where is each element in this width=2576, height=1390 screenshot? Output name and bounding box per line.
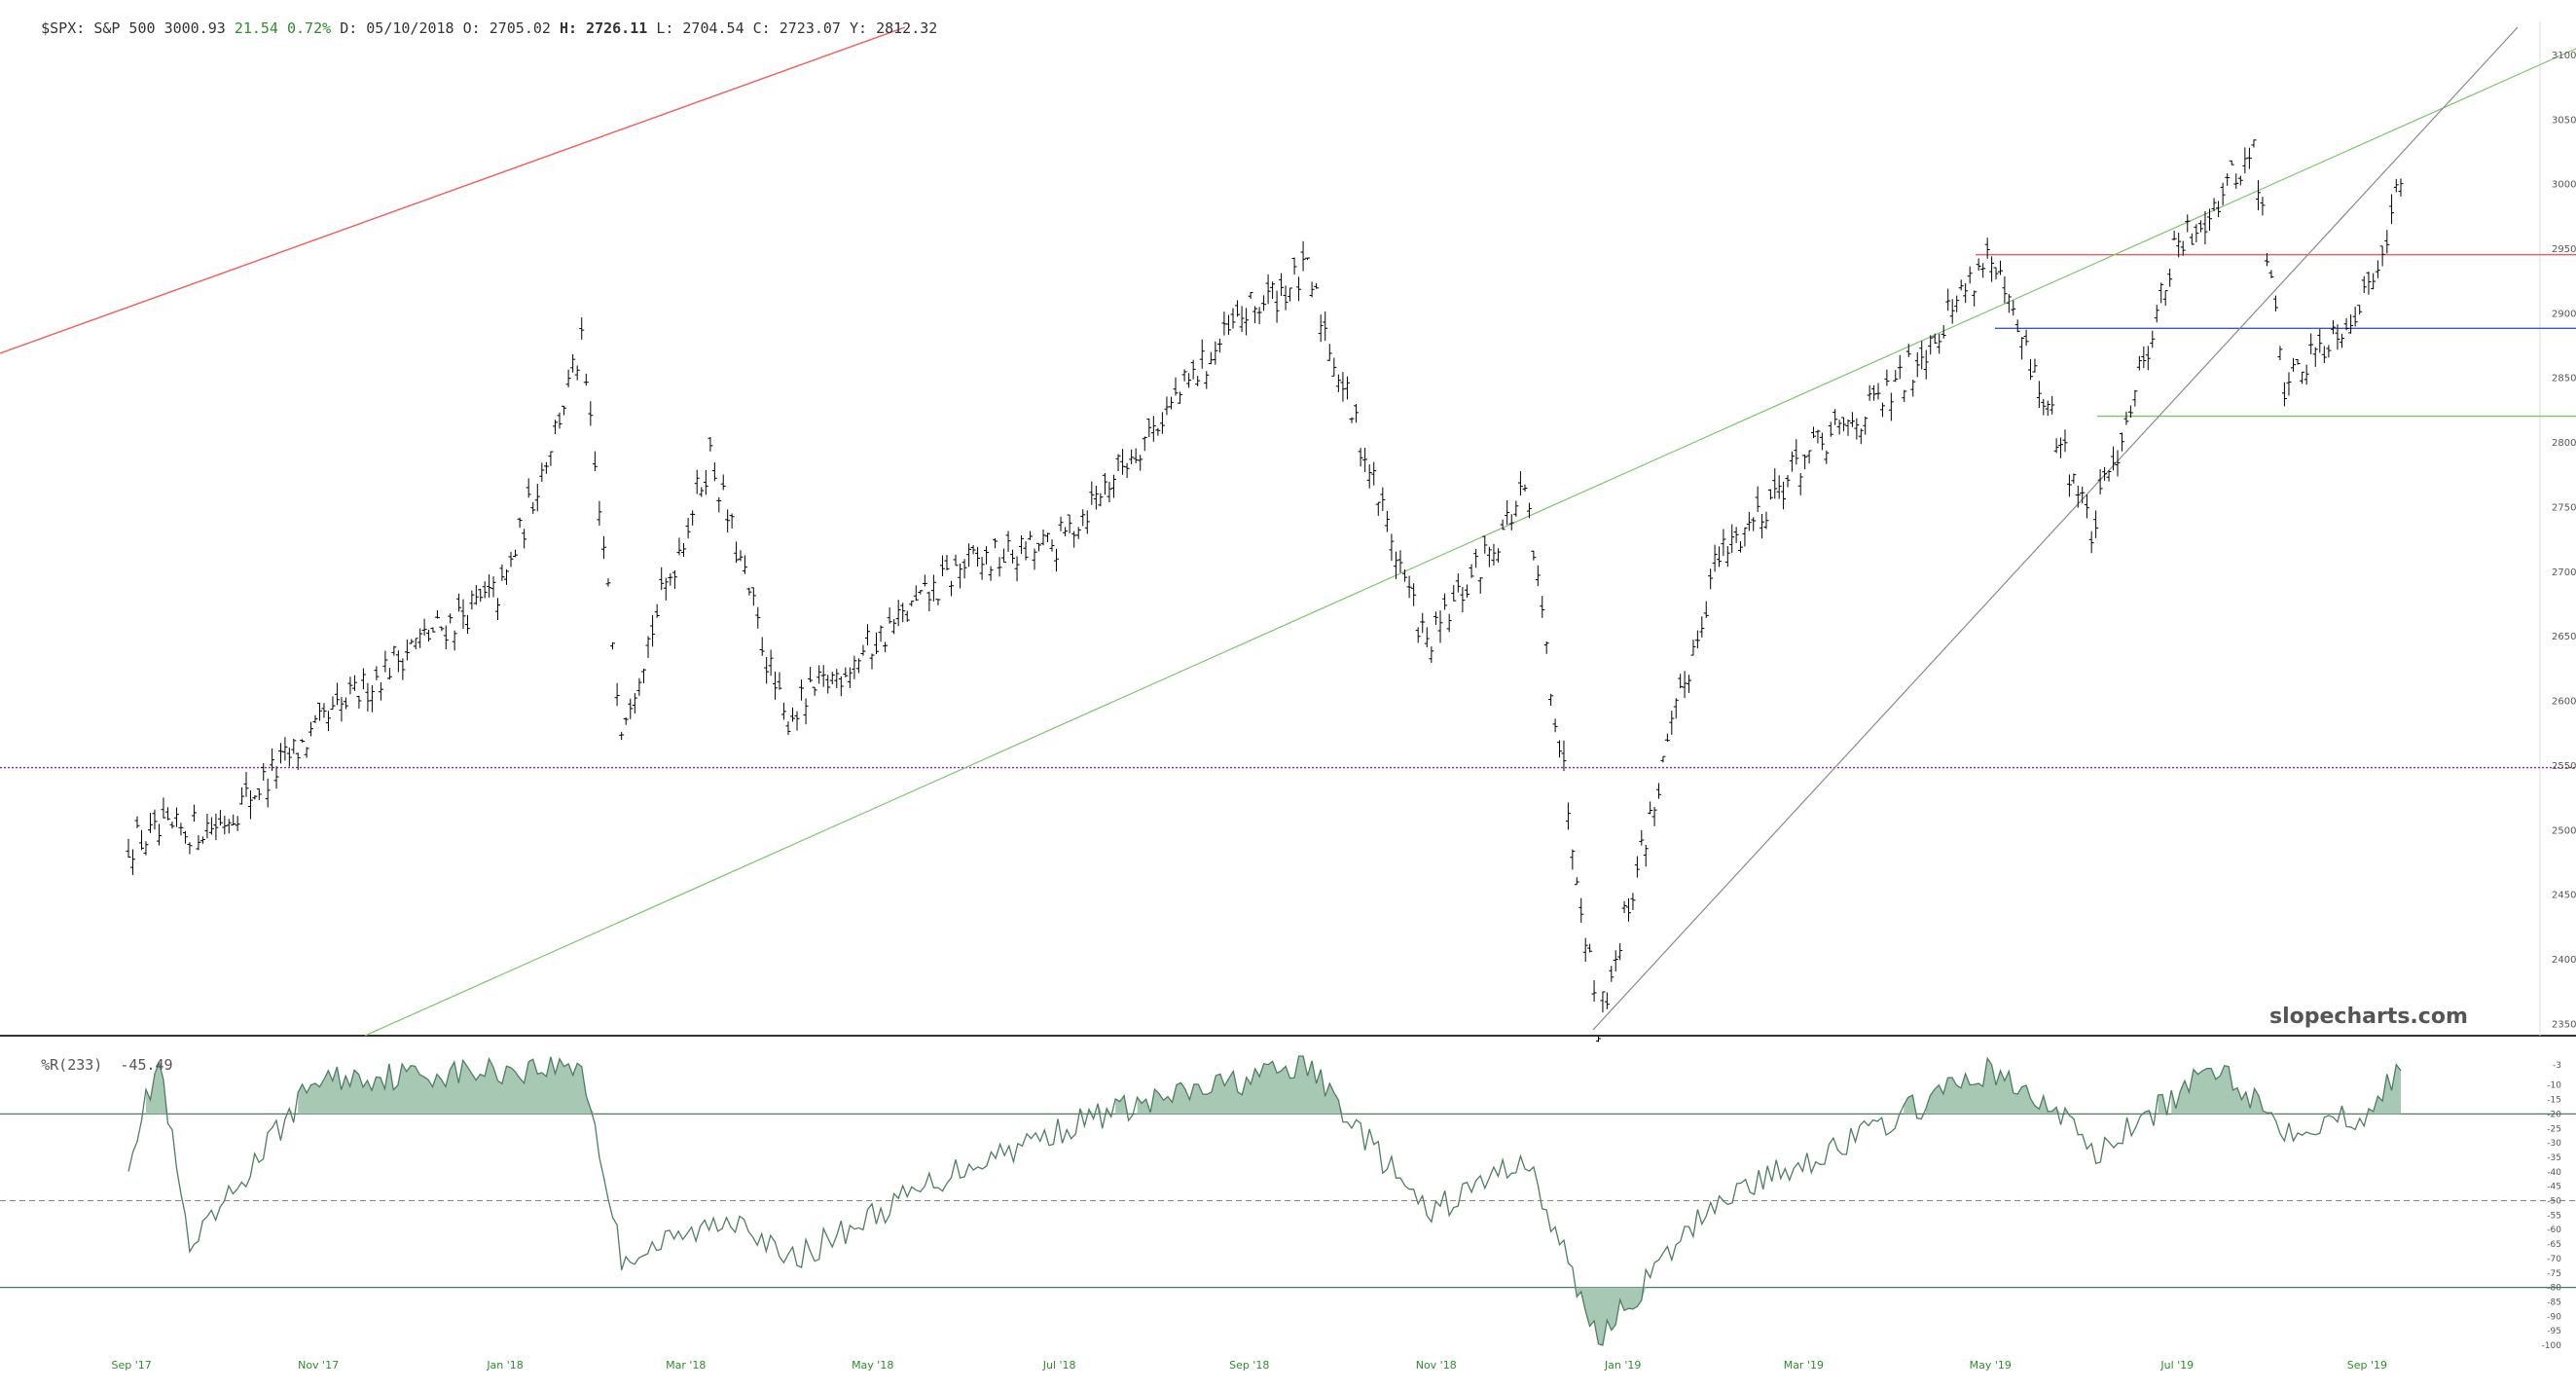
indicator-label: %R(233) [41,1056,103,1074]
willr-axis-tick: -45 [2547,1183,2561,1192]
open-value: 2705.02 [489,19,551,37]
trendline-green [364,48,2576,1037]
price-axis-tick: 2350 [2552,1019,2576,1030]
price-axis-tick: 2900 [2552,309,2576,319]
willr-line [127,1055,2402,1346]
x-axis-tick: Sep '17 [112,1359,152,1372]
close-value: 2723.07 [779,19,841,37]
x-axis-tick: Mar '18 [666,1359,706,1372]
price-axis-tick: 2450 [2552,891,2576,901]
willr-axis-tick: -55 [2547,1211,2561,1221]
x-axis-tick: Jan '18 [486,1359,523,1372]
y-value: 2812.32 [876,19,938,37]
price-layer [0,26,2576,1042]
indicator-value: -45.49 [120,1056,173,1074]
y-label: Y: [850,19,868,37]
price-axis-tick: 2400 [2552,955,2576,966]
low-label: L: [656,19,674,37]
indicator-header: %R(233) -45.49 [6,1039,173,1091]
price-axis-tick: 2750 [2552,502,2576,513]
x-axis-tick: Nov '17 [298,1359,339,1372]
security-name: S&P 500 [93,19,156,37]
x-axis-tick: Jul '18 [1042,1359,1076,1372]
axis-layer: 2350 2400 2450 2500 2550 2600 2650 2700 2750 2800… [112,51,2576,1372]
price-axis-tick: 3000 [2552,180,2576,191]
last-price: 3000.93 [163,19,226,37]
willr-axis-tick: -95 [2547,1327,2561,1336]
x-axis-tick: Sep '19 [2347,1359,2387,1372]
willr-axis-tick: -15 [2547,1096,2561,1106]
price-header: $SPX: S&P 500 3000.93 21.54 0.72% D: 05/… [6,2,937,55]
willr-axis-tick: -60 [2547,1225,2561,1235]
willr-axis-tick: -30 [2547,1139,2561,1149]
date-value: 05/10/2018 [366,19,454,37]
willr-overbought-fill [146,1056,2401,1115]
price-axis-tick: 2850 [2552,374,2576,384]
high-label: H: [559,19,578,37]
willr-axis-tick: -3 [2553,1061,2561,1071]
willr-axis-tick: -20 [2547,1110,2561,1119]
x-axis-tick: Sep '18 [1229,1359,1269,1372]
open-label: O: [462,19,481,37]
x-axis-tick: Jul '19 [2159,1359,2194,1372]
willr-axis-tick: -50 [2547,1197,2561,1207]
willr-axis-tick: -70 [2547,1255,2561,1264]
watermark-brand: slopecharts.com [2269,1005,2468,1029]
low-value: 2704.54 [682,19,744,37]
price-change-pct: 0.72% [287,19,332,37]
close-label: C: [752,19,771,37]
price-axis-tick: 2950 [2552,244,2576,255]
price-change: 21.54 [234,19,278,37]
date-label: D: [340,19,358,37]
willr-axis-tick: -25 [2547,1124,2561,1134]
high-value: 2726.11 [586,19,648,37]
x-axis-tick: May '19 [1970,1359,2012,1372]
price-axis-tick: 2500 [2552,825,2576,836]
willr-axis-tick: -85 [2547,1298,2561,1307]
x-axis-tick: Mar '19 [1784,1359,1824,1372]
price-axis-tick: 2600 [2552,697,2576,708]
willr-axis-tick: -100 [2542,1341,2562,1351]
willr-axis-tick: -40 [2547,1168,2561,1178]
x-axis-tick: Jan '19 [1604,1359,1641,1372]
willr-layer [0,1055,2576,1346]
price-axis-tick: 2700 [2552,567,2576,578]
x-axis-tick: May '18 [852,1359,893,1372]
willr-axis-tick: -90 [2547,1312,2561,1322]
willr-axis-tick: -35 [2547,1153,2561,1163]
price-axis-tick: 2650 [2552,632,2576,642]
price-axis-tick: 2550 [2552,761,2576,772]
price-axis-tick: 3100 [2552,51,2576,61]
willr-oversold-fill [1577,1287,1647,1345]
willr-axis-tick: -75 [2547,1269,2561,1279]
willr-axis-tick: -80 [2547,1284,2561,1294]
willr-axis-tick: -10 [2547,1081,2561,1091]
price-axis-tick: 3050 [2552,115,2576,126]
willr-axis-tick: -65 [2547,1240,2561,1250]
x-axis-tick: Nov '18 [1416,1359,1457,1372]
trendline-gray [1592,26,2519,1031]
trendline-red [0,26,906,354]
price-axis-tick: 2800 [2552,438,2576,449]
symbol-label: $SPX: [41,19,86,37]
